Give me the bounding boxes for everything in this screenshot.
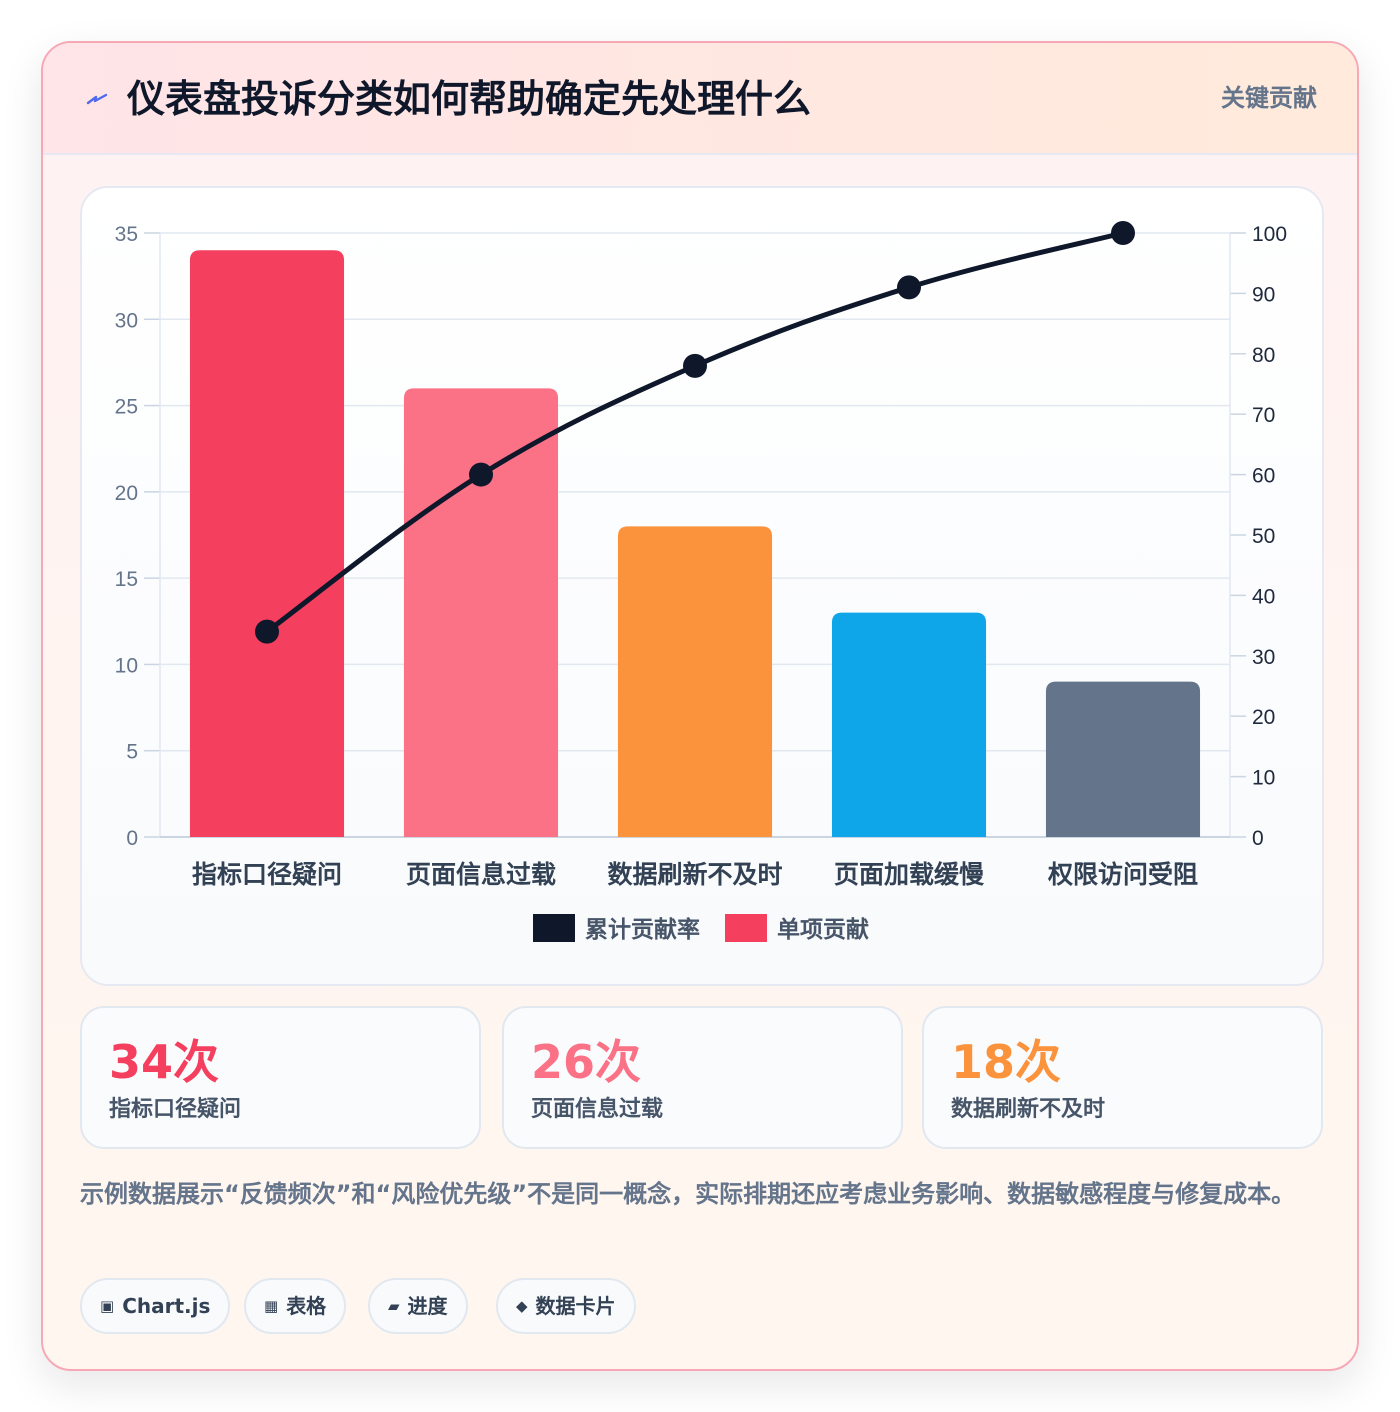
y-left-tick-label: 15: [115, 568, 138, 591]
legend-label: 单项贡献: [777, 917, 869, 943]
x-tick-label: 页面加载缓慢: [834, 860, 985, 889]
bar: [617, 526, 773, 837]
y-right-tick-label: 70: [1252, 404, 1275, 427]
tag-label: Chart.js: [122, 1294, 211, 1318]
line-point: [1111, 221, 1135, 245]
line-point: [255, 619, 279, 644]
pareto-chart: 0 5 10 15 20 25 30 35 0 10 20 30 40 50 60 70 80 90 100 指标口径…: [115, 221, 1287, 943]
stat-card-2: 26次 页面信息过载: [502, 1006, 903, 1149]
chart-card: 仪表盘投诉分类如何帮助确定先处理什么 关键贡献 0 5 10 15 20 25 30 35 0 1…: [41, 41, 1359, 1371]
y-left-tick-label: 0: [126, 827, 138, 850]
line-point: [469, 462, 493, 487]
page-title: 仪表盘投诉分类如何帮助确定先处理什么: [127, 77, 812, 121]
tag-label: 数据卡片: [535, 1294, 616, 1318]
x-tick-label: 指标口径疑问: [192, 860, 342, 889]
y-right-tick-label: 60: [1252, 465, 1275, 488]
x-tick-label: 权限访问受阻: [1047, 860, 1198, 889]
bar: [189, 250, 345, 837]
x-tick-label: 数据刷新不及时: [607, 860, 782, 889]
y-left-tick-label: 5: [126, 741, 138, 764]
y-left-tick-label: 20: [115, 482, 138, 505]
header-badge: 关键贡献: [1221, 84, 1317, 112]
progress-icon: ▰: [388, 1297, 400, 1315]
bar: [831, 612, 987, 837]
grid-icon: ▦: [264, 1297, 279, 1315]
stat-label: 指标口径疑问: [109, 1097, 242, 1122]
diamond-icon: ◆: [516, 1297, 528, 1315]
y-right-tick-label: 30: [1252, 646, 1275, 669]
legend-swatch: [725, 914, 767, 942]
y-right-tick-label: 0: [1252, 827, 1264, 850]
stat-value: 18次: [951, 1035, 1062, 1089]
stat-label: 页面信息过载: [531, 1097, 664, 1122]
y-right-tick-label: 20: [1252, 706, 1275, 729]
y-left-tick-label: 25: [115, 396, 138, 419]
tag-data-card[interactable]: ◆ 数据卡片: [496, 1278, 636, 1334]
legend-swatch: [533, 914, 575, 942]
y-right-tick-label: 100: [1252, 223, 1287, 246]
y-left-tick-label: 30: [115, 309, 138, 332]
tag-label: 表格: [286, 1294, 327, 1318]
stat-value: 34次: [109, 1035, 220, 1089]
bar: [403, 388, 559, 837]
bar: [1045, 681, 1201, 837]
square-icon: ▣: [100, 1297, 115, 1315]
chart-panel: 0 5 10 15 20 25 30 35 0 10 20 30 40 50 60 70 80 90 100 指标口径…: [80, 186, 1324, 986]
tag-chartjs[interactable]: ▣ Chart.js: [80, 1278, 231, 1334]
tag-progress[interactable]: ▰ 进度: [368, 1278, 468, 1334]
y-right-tick-label: 40: [1252, 585, 1275, 608]
line-point: [683, 353, 707, 378]
tag-table[interactable]: ▦ 表格: [244, 1278, 347, 1334]
y-right-tick-label: 80: [1252, 344, 1275, 367]
stat-label: 数据刷新不及时: [951, 1097, 1106, 1122]
x-tick-label: 页面信息过载: [406, 860, 556, 889]
y-right-tick-label: 10: [1252, 767, 1275, 790]
y-left-tick-label: 35: [115, 223, 138, 246]
line-point: [897, 275, 921, 300]
card-header: 仪表盘投诉分类如何帮助确定先处理什么 关键贡献: [43, 43, 1357, 155]
legend-label: 累计贡献率: [585, 916, 700, 943]
y-right-tick-label: 50: [1252, 525, 1275, 548]
stat-card-3: 18次 数据刷新不及时: [922, 1006, 1323, 1149]
y-left-tick-label: 10: [115, 654, 138, 677]
y-right-tick-label: 90: [1252, 283, 1275, 306]
tag-label: 进度: [407, 1294, 448, 1318]
stat-value: 26次: [531, 1035, 642, 1089]
footnote: 示例数据展示“反馈频次”和“风险优先级”不是同一概念，实际排期还应考虑业务影响、…: [80, 1180, 1296, 1208]
stat-card-1: 34次 指标口径疑问: [80, 1006, 481, 1149]
lightning-icon: [86, 93, 108, 105]
